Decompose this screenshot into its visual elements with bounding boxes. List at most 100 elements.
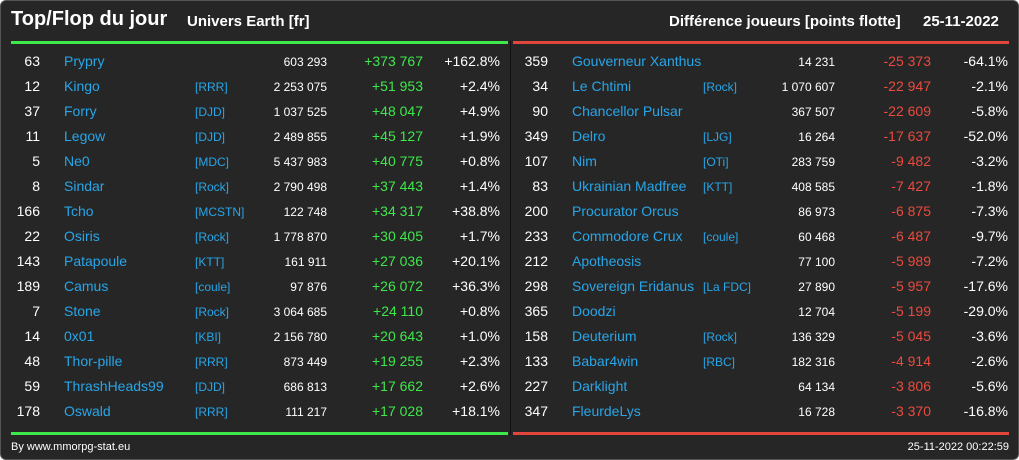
player-name-link[interactable]: FleurdeLys [572,403,641,419]
top-panel-bottom-line [11,432,508,435]
top-row: 166 Tcho [MCSTN] 122 748 +34 317 +38.8% [1,198,501,223]
alliance-tag-link[interactable]: [coule] [703,230,739,244]
flop-row: 349 Delro [LJG] 16 264 -17 637 -52.0% [509,123,1009,148]
flop-row: 83 Ukrainian Madfree [KTT] 408 585 -7 427 -1.… [509,173,1009,198]
alliance-tag-link[interactable]: [KBI] [195,330,222,344]
player-name-link[interactable]: ThrashHeads99 [64,378,164,394]
alliance-tag-link[interactable]: [MDC] [195,155,229,169]
player-name-link[interactable]: Sindar [64,178,105,194]
player-rank: 37 [24,103,40,119]
percent-change: -2.6% [971,353,1008,369]
alliance-tag-link[interactable]: [Rock] [703,330,738,344]
percent-change: +0.8% [459,303,500,319]
points-difference: +37 443 [372,178,423,194]
player-name-link[interactable]: Chancellor Pulsar [572,103,683,119]
flop-panel: 359 Gouverneur Xanthus 14 231 -25 373 -64.1%… [509,48,1009,423]
player-name-link[interactable]: Gouverneur Xanthus [572,53,702,69]
points-difference: +30 405 [372,228,423,244]
alliance-tag-link[interactable]: [Rock] [195,180,230,194]
player-points: 283 759 [791,155,835,169]
top-panel-top-line [11,41,508,44]
top-row: 8 Sindar [Rock] 2 790 498 +37 443 +1.4% [1,173,501,198]
player-name-link[interactable]: Osiris [64,228,100,244]
player-name-link[interactable]: Nim [572,153,597,169]
player-name-link[interactable]: Legow [64,128,106,144]
flop-row: 233 Commodore Crux [coule] 60 468 -6 487 -9.7… [509,223,1009,248]
player-name-link[interactable]: Prypry [64,53,105,69]
points-difference: +48 047 [372,103,423,119]
player-name-link[interactable]: Forry [64,103,97,119]
alliance-tag-link[interactable]: [Rock] [195,230,230,244]
alliance-tag-link[interactable]: [DJD] [195,130,225,144]
percent-change: +4.9% [459,103,500,119]
player-rank: 347 [524,403,548,419]
player-name-link[interactable]: Babar4win [572,353,639,369]
percent-change: -17.6% [963,278,1008,294]
points-difference: -22 609 [883,103,931,119]
percent-change: -29.0% [963,303,1008,319]
top-row: 59 ThrashHeads99 [DJD] 686 813 +17 662 +2.6% [1,373,501,398]
player-name-link[interactable]: Stone [64,303,101,319]
player-name-link[interactable]: Sovereign Eridanus [572,278,695,294]
player-points: 97 876 [290,280,327,294]
alliance-tag-link[interactable]: [DJD] [195,380,225,394]
player-name-link[interactable]: Oswald [64,403,111,419]
universe-label: Univers Earth [fr] [187,13,310,30]
alliance-tag-link[interactable]: [RBC] [703,355,736,369]
player-name-link[interactable]: Thor-pille [64,353,123,369]
alliance-tag-link[interactable]: [RRR] [195,355,228,369]
player-name-link[interactable]: 0x01 [64,328,95,344]
percent-change: +36.3% [452,278,500,294]
player-name-link[interactable]: Commodore Crux [572,228,683,244]
player-rank: 14 [24,328,40,344]
player-name-link[interactable]: Delro [572,128,606,144]
points-difference: +40 775 [372,153,423,169]
player-name-link[interactable]: Deuterium [572,328,637,344]
alliance-tag-link[interactable]: [RRR] [195,405,228,419]
alliance-tag-link[interactable]: [RRR] [195,80,228,94]
player-name-link[interactable]: Doodzi [572,303,616,319]
player-name-link[interactable]: Kingo [64,78,100,94]
points-difference: +373 767 [364,53,423,69]
alliance-tag-link[interactable]: [Rock] [195,305,230,319]
alliance-tag-link[interactable]: [La FDC] [703,280,752,294]
player-rank: 5 [32,153,40,169]
alliance-tag-link[interactable]: [KTT] [195,255,225,269]
player-name-link[interactable]: Ukrainian Madfree [572,178,687,194]
player-rank: 365 [524,303,548,319]
alliance-tag-link[interactable]: [MCSTN] [195,205,245,219]
player-name-link[interactable]: Tcho [64,203,94,219]
top-row: 63 Prypry 603 293 +373 767 +162.8% [1,48,501,73]
player-points: 122 748 [283,205,327,219]
percent-change: +2.6% [459,378,500,394]
player-rank: 359 [524,53,548,69]
player-name-link[interactable]: Darklight [572,378,628,394]
player-rank: 8 [32,178,40,194]
player-points: 60 468 [798,230,835,244]
flop-panel-bottom-line [513,432,1009,435]
player-name-link[interactable]: Le Chtimi [572,78,632,94]
player-rank: 12 [24,78,40,94]
player-name-link[interactable]: Ne0 [64,153,90,169]
alliance-tag-link[interactable]: [KTT] [703,180,733,194]
player-rank: 133 [524,353,548,369]
player-name-link[interactable]: Camus [64,278,109,294]
flop-row: 347 FleurdeLys 16 728 -3 370 -16.8% [509,398,1009,423]
flop-row: 158 Deuterium [Rock] 136 329 -5 045 -3.6% [509,323,1009,348]
player-rank: 90 [532,103,548,119]
player-points: 111 217 [285,405,327,419]
player-name-link[interactable]: Procurator Orcus [572,203,679,219]
player-rank: 63 [24,53,40,69]
alliance-tag-link[interactable]: [OTi] [703,155,729,169]
player-name-link[interactable]: Patapoule [64,253,128,269]
points-difference: +27 036 [372,253,423,269]
player-name-link[interactable]: Apotheosis [572,253,642,269]
points-difference: +19 255 [372,353,423,369]
player-points: 2 489 855 [273,130,327,144]
alliance-tag-link[interactable]: [coule] [195,280,231,294]
points-difference: -9 482 [891,153,931,169]
alliance-tag-link[interactable]: [Rock] [703,80,738,94]
alliance-tag-link[interactable]: [LJG] [703,130,732,144]
alliance-tag-link[interactable]: [DJD] [195,105,225,119]
